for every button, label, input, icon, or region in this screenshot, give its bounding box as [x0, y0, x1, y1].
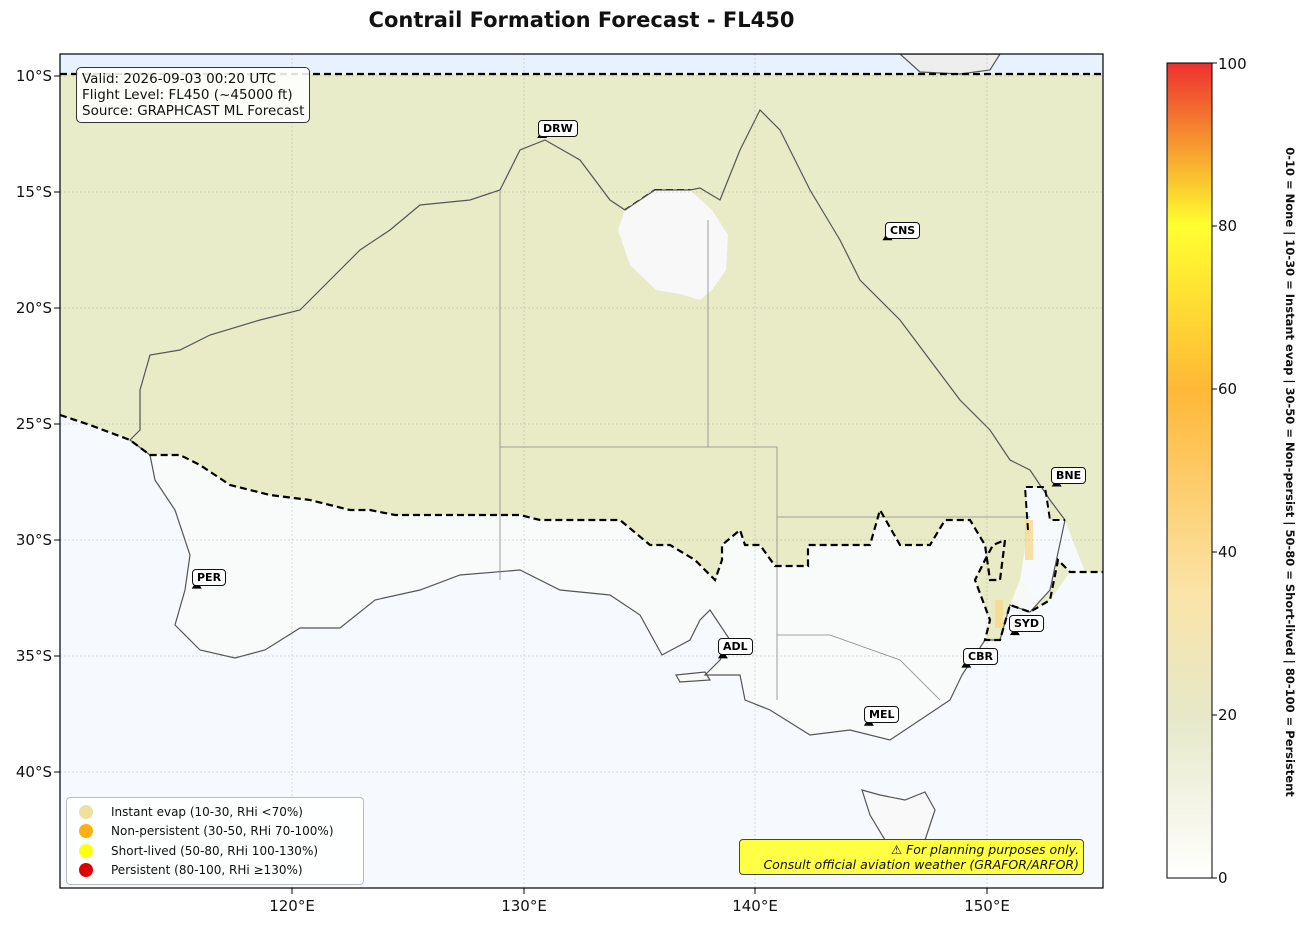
- lat-tick-10s: 10°S: [16, 67, 52, 85]
- valid-time: Valid: 2026-09-03 00:20 UTC: [82, 71, 277, 87]
- contrail-boundary-east: [1023, 486, 1065, 531]
- legend-item-persistent: Persistent (80-100, RHi ≥130%): [67, 861, 363, 881]
- legend-swatch-persistent: [79, 863, 93, 878]
- map-title: Contrail Formation Forecast - FL450: [368, 8, 795, 32]
- forecast-source: Source: GRAPHCAST ML Forecast: [82, 103, 305, 119]
- lon-ticks: 120°E 130°E 140°E 150°E: [269, 888, 1010, 915]
- legend-label: Instant evap (10-30, RHi <70%): [111, 804, 303, 819]
- kangaroo-island: [675, 671, 712, 683]
- city-label-cns[interactable]: CNS: [885, 222, 921, 239]
- new-guinea-coast: [899, 54, 1001, 75]
- colorbar-tick-100: 100: [1218, 55, 1247, 73]
- city-label-drw[interactable]: DRW: [538, 120, 578, 137]
- city-label-bne[interactable]: BNE: [1051, 467, 1087, 484]
- planning-warning: ⚠ For planning purposes only. Consult of…: [739, 839, 1084, 875]
- lat-tick-20s: 20°S: [16, 299, 52, 317]
- legend-swatch-instant: [79, 804, 93, 819]
- lat-tick-30s: 30°S: [16, 531, 52, 549]
- lat-tick-25s: 25°S: [16, 415, 52, 433]
- legend: Instant evap (10-30, RHi <70%) Non-persi…: [66, 797, 364, 885]
- ocean-north-band: [60, 54, 1103, 74]
- lon-tick-120: 120°E: [269, 897, 315, 915]
- colorbar-tick-60: 60: [1218, 380, 1238, 398]
- lat-ticks: 10°S 15°S 20°S 25°S 30°S 35°S 40°S: [16, 67, 60, 781]
- colorbar-tick-20: 20: [1218, 706, 1238, 724]
- map-frame: [59, 53, 1104, 889]
- forecast-info-box: Valid: 2026-09-03 00:20 UTC Flight Level…: [76, 67, 311, 123]
- contrail-boundary-south: [60, 413, 1103, 642]
- city-label-syd[interactable]: SYD: [1009, 615, 1045, 632]
- city-label-adl[interactable]: ADL: [718, 638, 753, 655]
- city-label-cbr[interactable]: CBR: [963, 648, 998, 665]
- graticule: [60, 54, 1103, 888]
- warm-streak-1: [995, 600, 1003, 628]
- warning-line-1: ⚠ For planning purposes only.: [891, 842, 1079, 857]
- legend-swatch-shortlived: [79, 843, 93, 858]
- state-borders: [499, 190, 1030, 701]
- contrail-zone-land: [130, 110, 1065, 640]
- colorbar-tick-40: 40: [1218, 543, 1238, 561]
- warning-line-2: Consult official aviation weather (GRAFO…: [763, 857, 1079, 872]
- legend-label: Persistent (80-100, RHi ≥130%): [111, 863, 303, 878]
- lat-tick-40s: 40°S: [16, 763, 52, 781]
- colorbar-ticks: [1212, 62, 1217, 879]
- flight-level: Flight Level: FL450 (~45000 ft): [82, 87, 293, 103]
- lat-tick-35s: 35°S: [16, 647, 52, 665]
- legend-item-nonpersistent: Non-persistent (30-50, RHi 70-100%): [67, 822, 363, 842]
- legend-item-shortlived: Short-lived (50-80, RHi 100-130%): [67, 841, 363, 861]
- legend-label: Non-persistent (30-50, RHi 70-100%): [111, 824, 334, 839]
- colorbar-tick-80: 80: [1218, 217, 1238, 235]
- legend-swatch-nonpersistent: [79, 824, 93, 839]
- lon-tick-130: 130°E: [501, 897, 547, 915]
- legend-item-instant: Instant evap (10-30, RHi <70%): [67, 802, 363, 822]
- city-label-per[interactable]: PER: [192, 569, 227, 586]
- lon-tick-150: 150°E: [964, 897, 1010, 915]
- map-area: [60, 54, 1103, 888]
- colorbar-category-label: 0-10 = None | 10-30 = Instant evap | 30-…: [1283, 147, 1297, 797]
- city-label-mel[interactable]: MEL: [864, 706, 900, 723]
- clear-patch-gulf-top: [618, 190, 728, 300]
- lat-tick-15s: 15°S: [16, 183, 52, 201]
- colorbar: [1166, 62, 1213, 879]
- lon-tick-140: 140°E: [732, 897, 778, 915]
- legend-label: Short-lived (50-80, RHi 100-130%): [111, 843, 319, 858]
- colorbar-tick-0: 0: [1218, 869, 1228, 887]
- coastline: [129, 108, 1066, 741]
- colorbar-side-label: 0-10 = None | 10-30 = Instant evap | 30-…: [1283, 147, 1297, 797]
